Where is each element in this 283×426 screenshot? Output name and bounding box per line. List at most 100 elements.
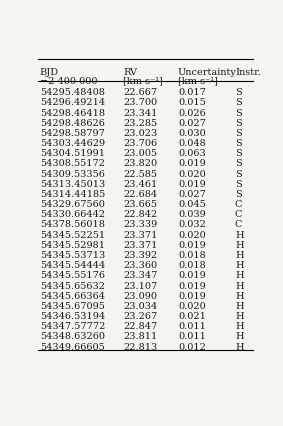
Text: −2 400 000: −2 400 000	[40, 77, 97, 86]
Text: Instr.: Instr.	[235, 68, 261, 77]
Text: 54313.45013: 54313.45013	[40, 180, 105, 189]
Text: [km s⁻¹]: [km s⁻¹]	[123, 77, 163, 86]
Text: H: H	[235, 241, 244, 250]
Text: 23.461: 23.461	[123, 180, 157, 189]
Text: 0.011: 0.011	[178, 332, 206, 341]
Text: S: S	[235, 98, 242, 107]
Text: 22.842: 22.842	[123, 210, 157, 219]
Text: H: H	[235, 261, 244, 270]
Text: 54345.54444: 54345.54444	[40, 261, 105, 270]
Text: H: H	[235, 292, 244, 301]
Text: 54347.57772: 54347.57772	[40, 322, 105, 331]
Text: 54298.58797: 54298.58797	[40, 129, 105, 138]
Text: C: C	[235, 221, 242, 230]
Text: 23.820: 23.820	[123, 159, 157, 168]
Text: 0.012: 0.012	[178, 343, 206, 351]
Text: 0.015: 0.015	[178, 98, 206, 107]
Text: 54295.48408: 54295.48408	[40, 88, 105, 97]
Text: 23.371: 23.371	[123, 241, 157, 250]
Text: 0.019: 0.019	[178, 159, 206, 168]
Text: BJD: BJD	[40, 68, 59, 77]
Text: 22.684: 22.684	[123, 190, 157, 199]
Text: S: S	[235, 180, 242, 189]
Text: 23.023: 23.023	[123, 129, 157, 138]
Text: 0.019: 0.019	[178, 241, 206, 250]
Text: 0.020: 0.020	[178, 302, 206, 311]
Text: 23.360: 23.360	[123, 261, 157, 270]
Text: 23.341: 23.341	[123, 109, 157, 118]
Text: 54345.52251: 54345.52251	[40, 230, 105, 240]
Text: 54296.49214: 54296.49214	[40, 98, 105, 107]
Text: 54345.65632: 54345.65632	[40, 282, 105, 291]
Text: 54345.53713: 54345.53713	[40, 251, 105, 260]
Text: 0.048: 0.048	[178, 139, 206, 148]
Text: 0.018: 0.018	[178, 261, 206, 270]
Text: 54378.56018: 54378.56018	[40, 221, 105, 230]
Text: 23.267: 23.267	[123, 312, 157, 321]
Text: 22.847: 22.847	[123, 322, 157, 331]
Text: 0.026: 0.026	[178, 109, 206, 118]
Text: S: S	[235, 149, 242, 158]
Text: 54346.53194: 54346.53194	[40, 312, 105, 321]
Text: H: H	[235, 282, 244, 291]
Text: H: H	[235, 322, 244, 331]
Text: S: S	[235, 139, 242, 148]
Text: S: S	[235, 119, 242, 128]
Text: S: S	[235, 190, 242, 199]
Text: 23.700: 23.700	[123, 98, 157, 107]
Text: S: S	[235, 159, 242, 168]
Text: 54329.67560: 54329.67560	[40, 200, 105, 209]
Text: H: H	[235, 251, 244, 260]
Text: C: C	[235, 200, 242, 209]
Text: 54308.55172: 54308.55172	[40, 159, 105, 168]
Text: 0.063: 0.063	[178, 149, 206, 158]
Text: 0.011: 0.011	[178, 322, 206, 331]
Text: 0.027: 0.027	[178, 190, 206, 199]
Text: 23.371: 23.371	[123, 230, 157, 240]
Text: 54303.44629: 54303.44629	[40, 139, 105, 148]
Text: 54330.66442: 54330.66442	[40, 210, 105, 219]
Text: 0.019: 0.019	[178, 292, 206, 301]
Text: 0.020: 0.020	[178, 230, 206, 240]
Text: 54309.53356: 54309.53356	[40, 170, 105, 178]
Text: Uncertainty: Uncertainty	[178, 68, 237, 77]
Text: 54345.67095: 54345.67095	[40, 302, 105, 311]
Text: 0.020: 0.020	[178, 170, 206, 178]
Text: 0.039: 0.039	[178, 210, 206, 219]
Text: S: S	[235, 88, 242, 97]
Text: 23.090: 23.090	[123, 292, 157, 301]
Text: 54298.46418: 54298.46418	[40, 109, 105, 118]
Text: 54345.66364: 54345.66364	[40, 292, 105, 301]
Text: 0.019: 0.019	[178, 271, 206, 280]
Text: S: S	[235, 170, 242, 178]
Text: 22.667: 22.667	[123, 88, 157, 97]
Text: C: C	[235, 210, 242, 219]
Text: 23.706: 23.706	[123, 139, 157, 148]
Text: 54348.63260: 54348.63260	[40, 332, 105, 341]
Text: 23.005: 23.005	[123, 149, 157, 158]
Text: 0.017: 0.017	[178, 88, 206, 97]
Text: 0.045: 0.045	[178, 200, 206, 209]
Text: S: S	[235, 109, 242, 118]
Text: 54314.44185: 54314.44185	[40, 190, 105, 199]
Text: [km s⁻¹]: [km s⁻¹]	[178, 77, 218, 86]
Text: H: H	[235, 343, 244, 351]
Text: 23.665: 23.665	[123, 200, 157, 209]
Text: H: H	[235, 332, 244, 341]
Text: 23.285: 23.285	[123, 119, 157, 128]
Text: 22.813: 22.813	[123, 343, 157, 351]
Text: 54298.48626: 54298.48626	[40, 119, 105, 128]
Text: H: H	[235, 230, 244, 240]
Text: H: H	[235, 312, 244, 321]
Text: 54345.52981: 54345.52981	[40, 241, 105, 250]
Text: 0.019: 0.019	[178, 180, 206, 189]
Text: 0.019: 0.019	[178, 282, 206, 291]
Text: S: S	[235, 129, 242, 138]
Text: 54345.55176: 54345.55176	[40, 271, 105, 280]
Text: 23.811: 23.811	[123, 332, 157, 341]
Text: 54304.51991: 54304.51991	[40, 149, 105, 158]
Text: H: H	[235, 302, 244, 311]
Text: 0.027: 0.027	[178, 119, 206, 128]
Text: 23.392: 23.392	[123, 251, 157, 260]
Text: 54349.66605: 54349.66605	[40, 343, 104, 351]
